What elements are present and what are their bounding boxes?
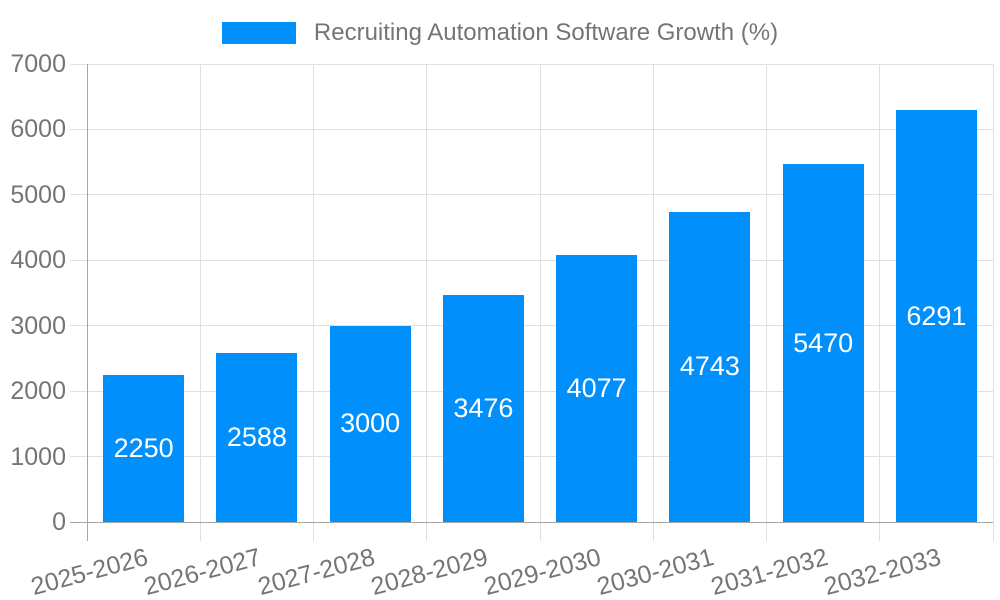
bar-value-label: 2250: [113, 432, 174, 463]
gridline-horizontal: [70, 194, 993, 196]
x-axis-tick-label: 2028-2029: [367, 543, 491, 600]
x-axis-tick-label: 2027-2028: [254, 543, 378, 600]
legend-item[interactable]: Recruiting Automation Software Growth (%…: [221, 19, 779, 46]
gridline-vertical: [199, 64, 201, 541]
gridline-horizontal: [70, 63, 993, 65]
gridline-horizontal: [70, 325, 993, 327]
bar-2026-2027[interactable]: 2588: [216, 352, 298, 522]
gridline-horizontal: [70, 456, 993, 458]
x-axis-line: [70, 521, 993, 523]
y-axis-tick-label: 3000: [10, 311, 66, 340]
y-axis-tick-label: 0: [52, 508, 66, 536]
bar-2027-2028[interactable]: 3000: [329, 325, 411, 522]
x-axis-tick-label: 2031-2032: [707, 543, 831, 600]
x-axis-tick-label: 2030-2031: [594, 543, 718, 600]
bar-value-label: 5470: [793, 327, 854, 358]
y-axis-tick-label: 2000: [10, 377, 66, 406]
gridline-vertical: [766, 64, 767, 541]
x-axis-tick-label: 2025-2026: [28, 543, 151, 600]
gridline-horizontal: [70, 259, 993, 261]
bar-2031-2032[interactable]: 5470: [782, 164, 864, 522]
bar-2028-2029[interactable]: 3476: [442, 294, 524, 522]
bar-value-label: 4077: [566, 373, 627, 404]
gridline-vertical: [652, 64, 654, 541]
gridline-vertical: [992, 64, 994, 541]
bar-value-label: 6291: [906, 300, 967, 331]
legend: Recruiting Automation Software Growth (%…: [0, 20, 1000, 46]
x-axis-tick-label: 2029-2030: [481, 543, 604, 600]
gridline-vertical: [426, 64, 428, 541]
y-axis-tick-label: 5000: [10, 180, 66, 209]
legend-swatch-icon: [221, 22, 296, 44]
y-axis-tick-label: 1000: [10, 442, 66, 471]
bar-value-label: 3000: [340, 408, 401, 439]
gridline-horizontal: [70, 128, 993, 130]
y-axis-tick-label: 4000: [10, 246, 66, 275]
y-axis-tick-label: 7000: [10, 50, 66, 78]
bar-value-label: 2588: [226, 421, 287, 452]
bar-2029-2030[interactable]: 4077: [556, 255, 638, 522]
gridline-vertical: [879, 64, 881, 541]
bar-2025-2026[interactable]: 2250: [103, 374, 185, 522]
bar-2030-2031[interactable]: 4743: [669, 211, 751, 522]
x-axis-tick-label: 2032-2033: [820, 543, 944, 600]
x-axis-tick-label: 2026-2027: [141, 543, 265, 600]
bar-value-label: 3476: [453, 392, 514, 423]
y-axis-tick-label: 6000: [10, 115, 66, 144]
gridline-vertical: [539, 64, 541, 541]
legend-label: Recruiting Automation Software Growth (%…: [313, 19, 779, 46]
bar-2032-2033[interactable]: 6291: [895, 110, 977, 522]
bar-value-label: 4743: [679, 351, 740, 382]
y-axis-line: [86, 64, 88, 541]
gridline-horizontal: [70, 390, 993, 392]
gridline-vertical: [313, 64, 314, 541]
